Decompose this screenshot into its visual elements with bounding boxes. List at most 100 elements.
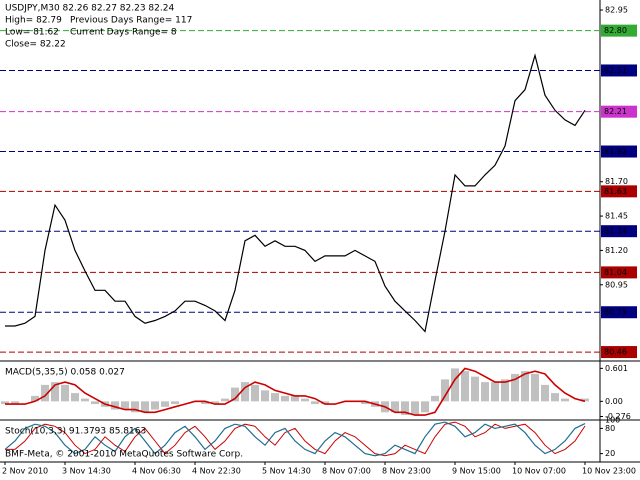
y-tick-label: 81.45 bbox=[605, 212, 628, 221]
header-text: Close= 82.22 bbox=[5, 40, 66, 50]
macd-bar bbox=[471, 376, 479, 402]
level-box bbox=[601, 145, 637, 158]
macd-bar bbox=[301, 398, 309, 402]
macd-bar bbox=[311, 401, 319, 405]
macd-bar bbox=[421, 401, 429, 413]
level-label: 80.75 bbox=[604, 308, 627, 317]
level-box bbox=[601, 306, 637, 319]
y-tick-label: 100 bbox=[605, 416, 620, 425]
macd-bar bbox=[261, 390, 269, 402]
y-tick-label: 80.95 bbox=[605, 280, 628, 289]
y-tick-label: 0.00 bbox=[605, 397, 623, 406]
y-tick-label: 82.95 bbox=[605, 6, 628, 15]
y-tick-label: 20 bbox=[605, 449, 615, 458]
y-tick-label: 0.601 bbox=[605, 364, 628, 373]
macd-bar bbox=[221, 398, 229, 402]
pane-title: Stoch(10,3,3) 91.3793 85.8163 bbox=[5, 427, 146, 437]
price-line bbox=[5, 53, 586, 333]
macd-bar bbox=[361, 401, 369, 405]
level-label: 80.46 bbox=[604, 348, 627, 357]
macd-bar bbox=[541, 384, 549, 402]
x-tick-label: 4 Nov 06:30 bbox=[132, 467, 181, 476]
stoch-main bbox=[4, 421, 586, 457]
macd-bar bbox=[161, 401, 169, 407]
level-box bbox=[601, 64, 637, 77]
copyright: BMF-Meta, © 2001-2010 MetaQuotes Softwar… bbox=[5, 450, 243, 460]
macd-bar bbox=[151, 401, 159, 410]
macd-bar bbox=[211, 401, 219, 405]
level-label: 81.63 bbox=[604, 187, 627, 196]
macd-bar bbox=[481, 382, 489, 402]
macd-bar bbox=[391, 401, 399, 413]
header-text: USDJPY,M30 82.26 82.27 82.23 82.24 bbox=[5, 4, 174, 14]
macd-bar bbox=[431, 395, 439, 402]
level-label: 81.34 bbox=[604, 227, 627, 236]
macd-bar bbox=[1, 401, 9, 405]
x-tick-label: 8 Nov 23:00 bbox=[382, 467, 431, 476]
header-text: Previous Days Range= 117 bbox=[70, 16, 192, 26]
macd-bar bbox=[581, 398, 589, 402]
header-text: High= 82.79 bbox=[5, 16, 62, 26]
level-box bbox=[601, 266, 637, 279]
level-box bbox=[601, 105, 637, 118]
macd-bar bbox=[291, 395, 299, 402]
macd-bar bbox=[121, 401, 129, 410]
macd-bar bbox=[411, 401, 419, 416]
macd-bar bbox=[31, 395, 39, 402]
y-tick-label: 81.70 bbox=[605, 177, 628, 186]
macd-bar bbox=[141, 401, 149, 413]
macd-bar bbox=[551, 393, 559, 402]
macd-bar bbox=[81, 398, 89, 402]
header-text: Low= 81.62 bbox=[5, 28, 59, 38]
macd-bar bbox=[201, 401, 209, 405]
macd-bar bbox=[251, 384, 259, 402]
y-tick-label: 80 bbox=[605, 424, 615, 433]
level-label: 81.92 bbox=[604, 147, 627, 156]
macd-bar bbox=[401, 401, 409, 416]
x-tick-label: 10 Nov 07:00 bbox=[512, 467, 566, 476]
macd-bar bbox=[321, 401, 329, 405]
macd-bar bbox=[241, 382, 249, 402]
x-tick-label: 8 Nov 07:00 bbox=[322, 467, 371, 476]
macd-bar bbox=[131, 401, 139, 413]
x-tick-label: 10 Nov 23:00 bbox=[582, 467, 636, 476]
y-tick-label: 81.20 bbox=[605, 246, 628, 255]
x-tick-label: 9 Nov 15:00 bbox=[452, 467, 501, 476]
level-label: 82.80 bbox=[604, 26, 627, 35]
macd-bar bbox=[441, 379, 449, 402]
macd-bar bbox=[511, 373, 519, 402]
macd-bar bbox=[531, 373, 539, 402]
stoch-signal bbox=[5, 421, 586, 457]
header-text: Current Days Range= 8 bbox=[70, 28, 177, 38]
pane-title: MACD(5,35,5) 0.058 0.027 bbox=[5, 368, 125, 378]
macd-bar bbox=[231, 387, 239, 402]
x-tick-label: 2 Nov 2010 bbox=[2, 467, 48, 476]
macd-bar bbox=[41, 384, 49, 402]
macd-bar bbox=[71, 393, 79, 402]
level-label: 82.21 bbox=[604, 107, 627, 116]
macd-bar bbox=[271, 393, 279, 402]
y-tick-label: -0.276 bbox=[605, 412, 631, 421]
x-tick-label: 3 Nov 14:30 bbox=[62, 467, 111, 476]
macd-bar bbox=[11, 401, 19, 405]
level-box bbox=[601, 346, 637, 359]
macd-bar bbox=[461, 371, 469, 402]
macd-bar bbox=[61, 384, 69, 402]
level-box bbox=[601, 185, 637, 198]
macd-bar bbox=[281, 395, 289, 402]
level-box bbox=[601, 225, 637, 238]
macd-bar bbox=[171, 401, 179, 405]
level-label: 81.04 bbox=[604, 268, 627, 277]
macd-bar bbox=[491, 382, 499, 402]
macd-bar bbox=[51, 382, 59, 402]
level-box bbox=[601, 24, 637, 37]
macd-bar bbox=[521, 371, 529, 402]
x-tick-label: 4 Nov 22:30 bbox=[192, 467, 241, 476]
macd-bar bbox=[501, 379, 509, 402]
macd-bar bbox=[451, 368, 459, 402]
level-label: 82.51 bbox=[604, 66, 627, 75]
macd-bar bbox=[561, 398, 569, 402]
signal-line bbox=[5, 367, 586, 416]
